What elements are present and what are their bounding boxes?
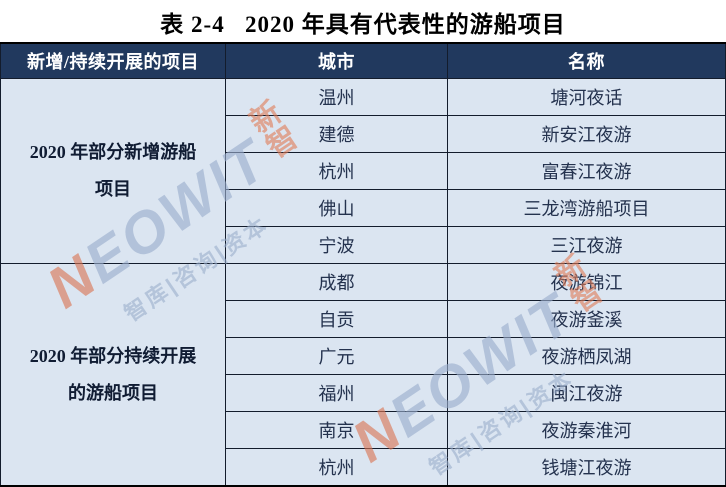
group-label-cell: 2020 年部分新增游船项目 xyxy=(0,78,226,264)
city-cell: 宁波 xyxy=(225,226,448,264)
table-row: 杭州 富春江夜游 xyxy=(1,152,726,190)
project-name-cell: 三龙湾游船项目 xyxy=(447,189,726,227)
city-cell: 佛山 xyxy=(225,189,448,227)
header-name: 名称 xyxy=(447,42,726,79)
city-cell: 建德 xyxy=(225,115,448,153)
project-name-cell: 闽江夜游 xyxy=(447,374,726,412)
table-title: 表 2-4 2020 年具有代表性的游船项目 xyxy=(160,12,566,37)
project-name-cell: 富春江夜游 xyxy=(447,152,726,190)
city-cell: 杭州 xyxy=(225,448,448,487)
header-project-type: 新增/持续开展的项目 xyxy=(0,42,226,79)
project-name-cell: 夜游锦江 xyxy=(447,263,726,301)
city-cell: 南京 xyxy=(225,411,448,449)
group-label-cell: 2020 年部分持续开展的游船项目 xyxy=(0,263,226,487)
project-name-cell: 夜游釜溪 xyxy=(447,300,726,338)
table-row: 2020 年部分新增游船项目 温州 塘河夜话 xyxy=(0,78,726,264)
table-row: 广元 夜游栖凤湖 xyxy=(1,337,726,375)
table-header-row: 新增/持续开展的项目 城市 名称 xyxy=(0,42,726,79)
city-cell: 杭州 xyxy=(225,152,448,190)
city-cell: 广元 xyxy=(225,337,448,375)
table-row: 自贡 夜游釜溪 xyxy=(1,300,726,338)
project-name-cell: 夜游秦淮河 xyxy=(447,411,726,449)
city-cell: 成都 xyxy=(225,263,448,301)
project-name-cell: 钱塘江夜游 xyxy=(447,448,726,487)
city-cell: 温州 xyxy=(225,78,448,116)
table-row: 建德 新安江夜游 xyxy=(1,115,726,153)
city-cell: 福州 xyxy=(225,374,448,412)
table-row: 佛山 三龙湾游船项目 xyxy=(1,189,726,227)
cruise-projects-table: 新增/持续开展的项目 城市 名称 2020 年部分新增游船项目 温州 塘河夜话 建德新… xyxy=(0,42,726,487)
project-name-cell: 塘河夜话 xyxy=(447,78,726,116)
table-row: 杭州 钱塘江夜游 xyxy=(1,448,726,487)
city-cell: 自贡 xyxy=(225,300,448,338)
table-row: 宁波 三江夜游 xyxy=(1,226,726,264)
header-city: 城市 xyxy=(225,42,448,79)
project-name-cell: 夜游栖凤湖 xyxy=(447,337,726,375)
table-row: 2020 年部分持续开展的游船项目 成都 夜游锦江 xyxy=(0,263,726,487)
table-body: 2020 年部分新增游船项目 温州 塘河夜话 建德 新安江夜游 杭州 富春江夜游 佛山 三龙湾游… xyxy=(0,78,726,487)
project-name-cell: 三江夜游 xyxy=(447,226,726,264)
project-name-cell: 新安江夜游 xyxy=(447,115,726,153)
table-row: 南京 夜游秦淮河 xyxy=(1,411,726,449)
table-row: 福州 闽江夜游 xyxy=(1,374,726,412)
